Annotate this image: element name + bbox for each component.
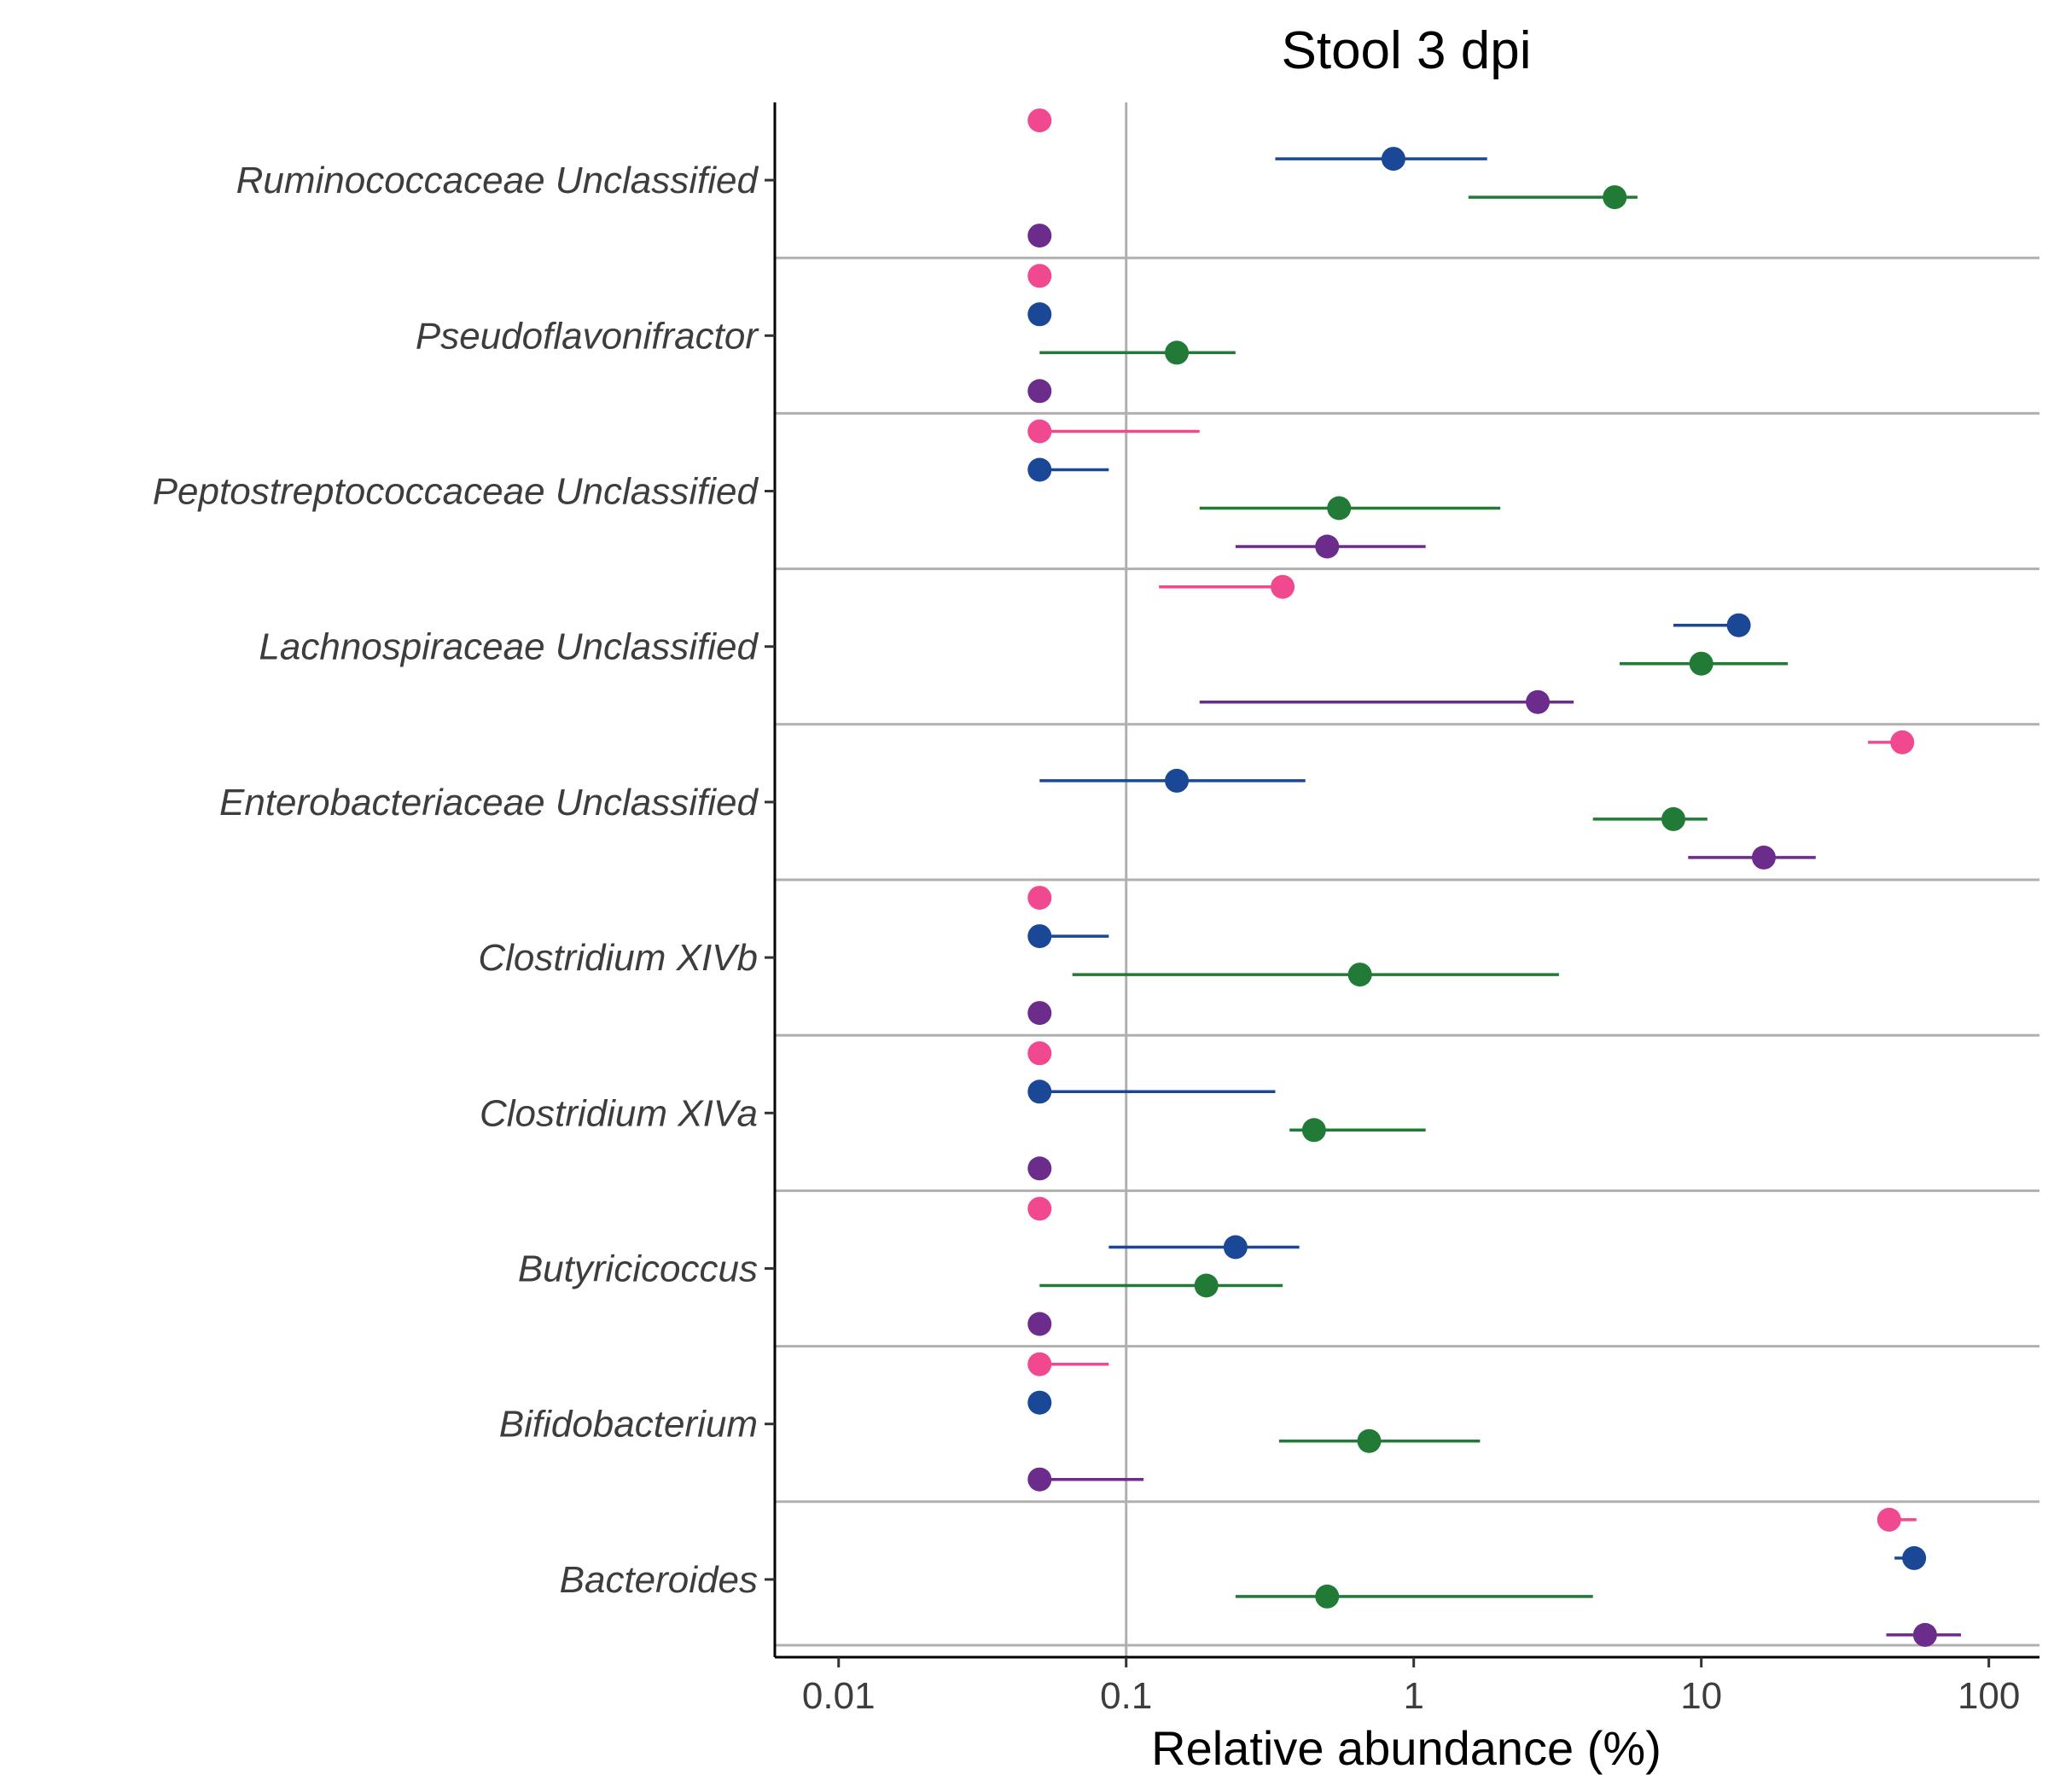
data-point: [1315, 534, 1340, 559]
y-tick-label: Lachnospiraceae Unclassified: [259, 626, 759, 668]
x-tick-label: 10: [1680, 1675, 1722, 1717]
y-tick-label: Butyricicoccus: [518, 1248, 758, 1290]
axis-layer: 0.01 0.1 1 10 100 Ruminococcaceae Unclassifie…: [153, 102, 2039, 1717]
data-point: [1027, 924, 1052, 949]
data-point: [1726, 613, 1751, 637]
data-point: [1603, 185, 1627, 210]
data-point: [1526, 689, 1551, 714]
grid-layer: [775, 102, 2039, 1657]
data-point: [1194, 1273, 1219, 1298]
data-point: [1027, 1001, 1052, 1026]
data-point: [1271, 574, 1295, 599]
data-point: [1027, 1467, 1052, 1492]
y-tick-label: Clostridium XIVb: [478, 937, 758, 979]
y-tick-label: Enterobacteriaceae Unclassified: [219, 782, 759, 823]
data-point: [1027, 264, 1052, 288]
data-point: [1027, 108, 1052, 133]
data-point: [1902, 1545, 1927, 1570]
data-point: [1315, 1584, 1340, 1609]
data-point: [1027, 457, 1052, 482]
data-point: [1027, 379, 1052, 404]
y-tick-label: Bacteroides: [560, 1559, 758, 1601]
data-point: [1347, 963, 1372, 987]
data-point: [1027, 1352, 1052, 1376]
data-point: [1165, 340, 1190, 365]
data-point: [1027, 224, 1052, 248]
data-point: [1027, 1041, 1052, 1066]
chart-title: Stool 3 dpi: [1282, 21, 1532, 80]
data-point: [1357, 1428, 1382, 1453]
y-tick-label: Pseudoflavonifractor: [416, 315, 759, 357]
x-axis-title: Relative abundance (%): [1151, 1721, 1661, 1775]
data-point: [1661, 806, 1686, 831]
data-point: [1912, 1622, 1937, 1647]
data-point: [1381, 147, 1405, 172]
data-point: [1027, 1390, 1052, 1415]
x-tick-label: 100: [1958, 1675, 2020, 1717]
data-point: [1301, 1118, 1326, 1143]
x-tick-label: 0.1: [1100, 1675, 1152, 1717]
data-point: [1223, 1235, 1248, 1260]
data-point: [1027, 1312, 1052, 1336]
data-point: [1165, 768, 1190, 793]
marks-layer: [1027, 108, 1962, 1647]
data-point: [1027, 1196, 1052, 1221]
data-point: [1876, 1507, 1901, 1532]
data-point: [1027, 302, 1052, 327]
x-tick-label: 0.01: [802, 1675, 876, 1717]
data-point: [1327, 496, 1352, 521]
data-point: [1027, 1156, 1052, 1181]
y-tick-label: Clostridium XIVa: [480, 1092, 758, 1134]
y-tick-label: Peptostreptococcaceae Unclassified: [153, 471, 759, 513]
y-tick-label: Ruminococcaceae Unclassified: [236, 160, 759, 201]
y-tick-label: Bifidobacterium: [499, 1404, 758, 1446]
data-point: [1890, 730, 1915, 754]
x-tick-label: 1: [1403, 1675, 1423, 1717]
data-point: [1027, 1079, 1052, 1104]
data-point: [1027, 886, 1052, 911]
data-point: [1689, 651, 1713, 676]
data-point: [1027, 419, 1052, 444]
data-point: [1751, 845, 1776, 870]
